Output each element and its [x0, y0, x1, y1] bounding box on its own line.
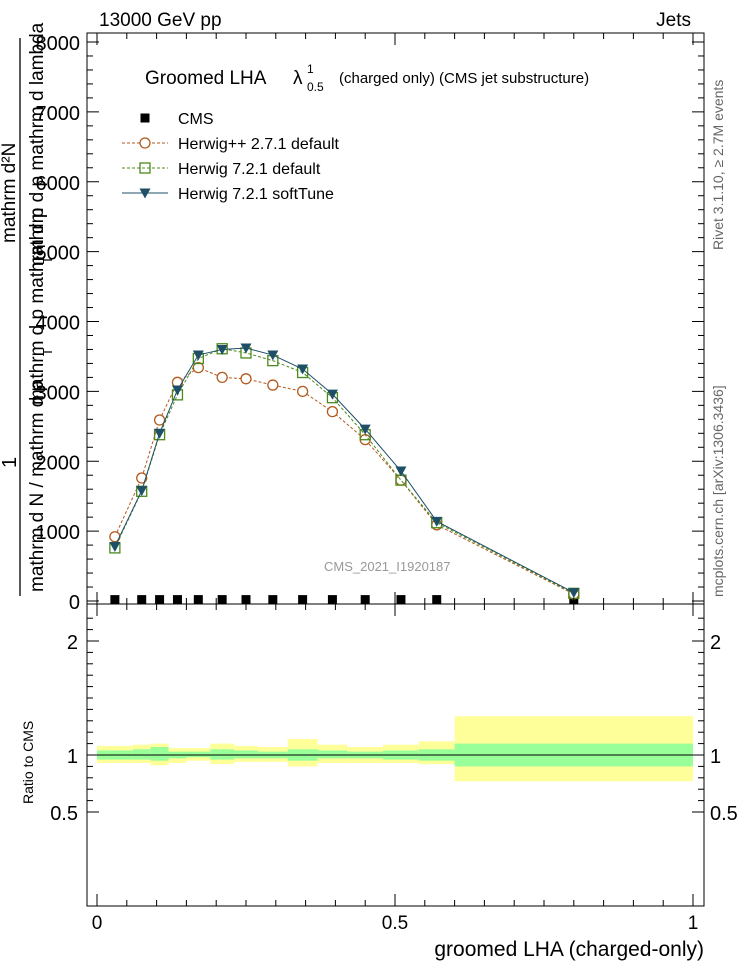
main-ytick-label: 4000 — [36, 313, 81, 335]
ylabel-sub-2: T — [40, 256, 55, 264]
legend-label-2: Herwig 7.2.1 default — [178, 161, 321, 178]
legend-marker-2 — [139, 162, 151, 174]
mcplots-label: mcplots.cern.ch [arXiv:1306.3436] — [710, 385, 726, 597]
legend: CMS Herwig++ 2.7.1 default Herwig 7.2.1 de… — [122, 111, 340, 203]
series-line-3 — [114, 347, 575, 594]
data-point-0-11 — [396, 595, 406, 605]
data-point-1-5 — [216, 371, 228, 384]
x-axis-label: groomed LHA (charged-only) — [434, 938, 704, 961]
data-point-3-3 — [171, 385, 183, 396]
ylabel-num-upper: mathrm d²N — [0, 143, 20, 243]
legend-entry-2: Herwig 7.2.1 default — [122, 161, 321, 178]
data-point-0-7 — [268, 595, 278, 605]
data-point-0-0 — [110, 595, 120, 605]
ratio-inner-band — [132, 749, 151, 760]
main-ytick-label: 8000 — [36, 33, 81, 55]
series-layer — [109, 343, 580, 605]
ratio-ytick-label: 1 — [67, 746, 78, 768]
title-suffix: (charged only) (CMS jet substructure) — [339, 70, 589, 87]
ratio-ytick-label-right: 2 — [710, 632, 721, 654]
title-symbol: λ — [293, 68, 303, 89]
data-point-3-1 — [136, 486, 148, 497]
ratio-ytick-label: 0.5 — [50, 803, 78, 825]
data-point-1-7 — [267, 379, 279, 391]
ylabel-sub-1: T — [40, 348, 55, 356]
data-point-3-11 — [395, 466, 407, 477]
ratio-inner-band — [234, 750, 258, 759]
ylabel-den-upper: mathrm d p mathrm d lambda — [27, 22, 48, 272]
data-point-3-13 — [568, 588, 580, 599]
data-point-3-12 — [431, 516, 443, 527]
main-ytick-label: 0 — [69, 592, 80, 614]
header-right: Jets — [656, 10, 691, 31]
series-3 — [109, 343, 580, 599]
data-point-0-1 — [137, 595, 147, 605]
main-ytick-label: 3000 — [36, 382, 81, 404]
data-point-0-2 — [155, 595, 165, 605]
legend-entry-0: CMS — [140, 111, 214, 128]
legend-entry-3: Herwig 7.2.1 softTune — [122, 186, 334, 203]
ratio-ytick-label-right: 0.5 — [710, 803, 738, 825]
series-0 — [110, 595, 579, 605]
main-ytick-label: 5000 — [36, 243, 81, 265]
ylabel-num-lower: mathrm d N / mathrm d p — [27, 381, 48, 592]
ratio-bands — [97, 716, 693, 782]
xtick-label: 1 — [688, 913, 699, 934]
main-ytick-label: 2000 — [36, 452, 81, 474]
data-point-3-10 — [359, 424, 371, 435]
ylabel-den-lower: mathrm d p mathrm d p — [27, 208, 48, 405]
ratio-inner-band — [317, 750, 348, 759]
axes-layer: 0 1000 2000 3000 4000 5000 6000 7000 8000 0 0.5 1 0.… — [36, 33, 738, 934]
ylabel-one: 1 — [0, 457, 21, 468]
title-sup: 1 — [307, 62, 314, 76]
ratio-inner-band — [210, 749, 235, 760]
legend-marker-0 — [140, 113, 150, 123]
title-sub: 0.5 — [307, 80, 324, 94]
legend-label-1: Herwig++ 2.7.1 default — [178, 136, 340, 153]
legend-marker-3 — [139, 188, 151, 199]
data-point-3-9 — [326, 389, 338, 400]
title-main: Groomed LHA — [145, 68, 267, 89]
header-left: 13000 GeV pp — [99, 10, 222, 31]
analysis-watermark: CMS_2021_I1920187 — [324, 559, 451, 574]
data-point-1-8 — [296, 385, 309, 398]
data-point-3-2 — [154, 428, 166, 439]
data-point-3-5 — [216, 344, 228, 355]
data-point-0-5 — [217, 595, 227, 605]
chart-title: Groomed LHA λ 1 0.5 (charged only) (CMS … — [145, 62, 589, 94]
data-point-0-8 — [298, 595, 308, 605]
data-point-3-4 — [192, 350, 204, 361]
data-point-1-9 — [326, 405, 339, 418]
legend-label-0: CMS — [178, 111, 214, 128]
y-axis-label: 1 mathrm d²N mathrm d p mathrm d lambda … — [0, 22, 55, 596]
data-point-3-6 — [240, 343, 252, 354]
series-line-2 — [114, 348, 575, 594]
data-point-3-8 — [297, 364, 309, 375]
main-ytick-label: 7000 — [36, 103, 81, 125]
legend-entry-1: Herwig++ 2.7.1 default — [122, 136, 340, 153]
legend-marker-1 — [139, 137, 151, 149]
rivet-label: Rivet 3.1.10, ≥ 2.7M events — [710, 80, 726, 250]
main-ytick-label: 1000 — [36, 522, 81, 544]
data-point-0-3 — [172, 595, 182, 605]
data-point-3-0 — [109, 541, 121, 552]
xtick-label: 0.5 — [382, 913, 408, 934]
main-ytick-label: 6000 — [36, 173, 81, 195]
data-point-0-9 — [327, 595, 337, 605]
ratio-ytick-label-right: 1 — [710, 746, 721, 768]
ratio-ytick-label: 2 — [67, 632, 78, 654]
data-point-0-12 — [432, 595, 442, 605]
legend-label-3: Herwig 7.2.1 softTune — [178, 186, 334, 203]
xtick-label: 0 — [92, 913, 103, 934]
data-point-0-4 — [193, 595, 203, 605]
data-point-1-6 — [240, 373, 252, 385]
data-point-3-7 — [267, 350, 279, 361]
ratio-ylabel: Ratio to CMS — [20, 721, 36, 804]
ratio-inner-band — [150, 747, 169, 761]
ratio-inner-band — [186, 751, 211, 758]
series-line-1 — [114, 367, 575, 595]
data-point-1-1 — [136, 472, 148, 484]
